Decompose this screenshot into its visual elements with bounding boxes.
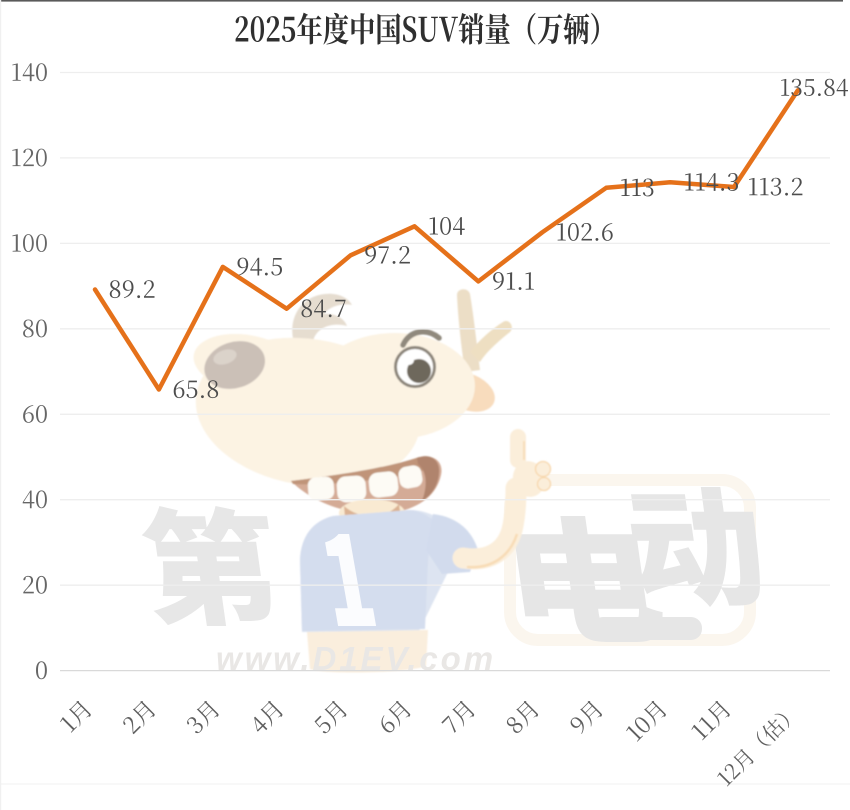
svg-text:www.D1EV.com: www.D1EV.com [216, 640, 496, 677]
